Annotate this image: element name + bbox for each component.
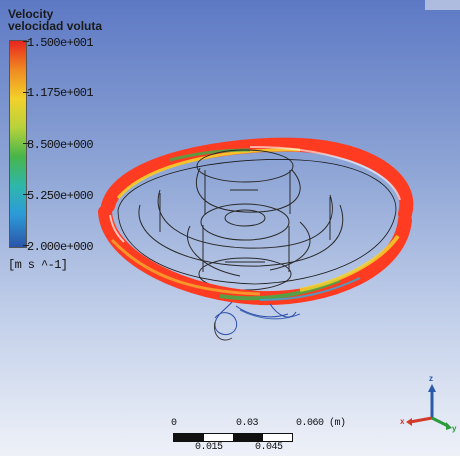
axis-z-label: z [429,374,433,383]
scale-blocks [173,433,293,442]
impeller-wireframe [138,149,344,291]
axis-x-label: x [400,417,405,426]
legend-tick-4: 5.250e+000 [27,189,94,203]
scale-label-0045: 0.045 [255,442,283,453]
legend-tick-min: 2.000e+000 [27,240,94,254]
outlet-streamlines [213,301,301,341]
legend-tick-max: 1.500e+001 [27,36,94,50]
color-scale-bar [9,40,27,248]
scale-bar: 0 0.03 0.060 (m) 0.015 0.045 [168,418,348,456]
legend-subtitle: velocidad voluta [8,19,103,33]
axis-triad[interactable]: z x y [400,372,460,433]
velocity-legend: Velocity velocidad voluta 1.500e+001 1.1… [0,0,150,290]
scale-label-003: 0.03 [236,418,259,429]
scale-label-006: 0.060 (m) [296,418,346,429]
axis-y-label: y [452,424,457,433]
axis-triad-icon [406,384,452,430]
legend-units: [m s ^-1] [8,258,68,272]
corner-logo [425,0,460,10]
scale-label-0: 0 [171,418,177,429]
legend-title: Velocity [8,7,54,21]
legend-tick-2: 1.175e+001 [27,86,94,100]
volute-ring-back [101,137,414,221]
scale-label-0015: 0.015 [195,442,223,453]
legend-tick-3: 8.500e+000 [27,138,94,152]
